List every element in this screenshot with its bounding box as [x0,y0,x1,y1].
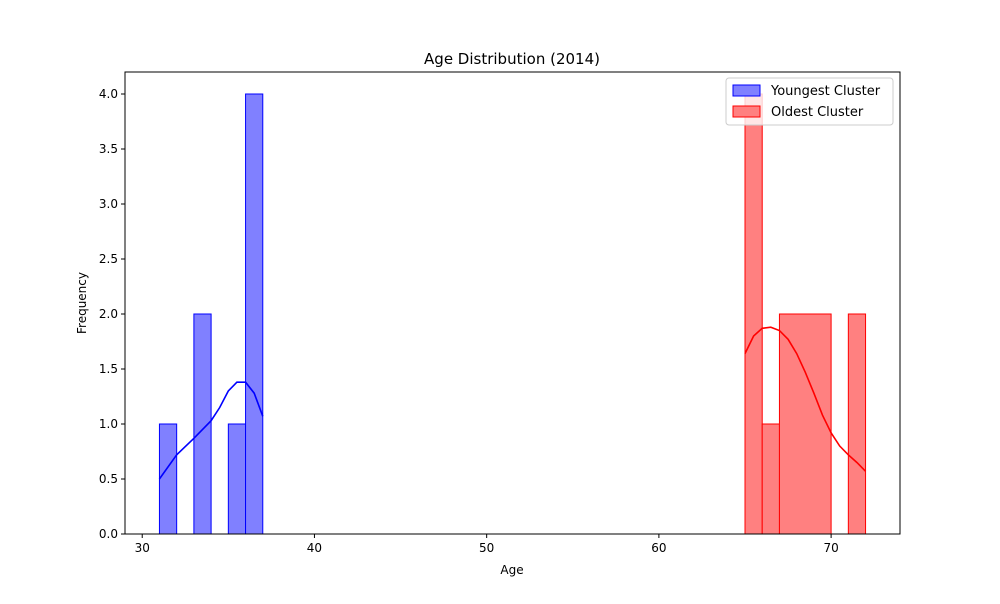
legend-frame [725,77,894,126]
x-tick-label-50: 50 [479,541,494,555]
chart-title: Age Distribution (2014) [424,50,600,68]
y-tick-label-0: 0.0 [99,527,118,541]
kde-line-youngest-cluster [158,381,264,480]
y-tick-label-3: 1.5 [99,362,118,376]
legend: Youngest Cluster Oldest Cluster [725,77,894,126]
x-axis-ticks: 30 40 50 60 70 [135,534,839,555]
kde-line-oldest-cluster [744,326,867,472]
kde-curves [158,326,867,480]
histogram-bars [158,93,867,535]
y-tick-label-2: 1.0 [99,417,118,431]
plot-frame [124,71,901,535]
x-tick-label-30: 30 [135,541,150,555]
legend-swatch-youngest [732,84,761,97]
bar-youngest-cluster-0 [158,423,178,535]
x-axis-label: Age [500,563,523,577]
bar-youngest-cluster-5 [245,93,264,535]
bar-youngest-cluster-4 [227,423,247,535]
legend-swatch-oldest [732,105,761,118]
y-tick-label-4: 2.0 [99,307,118,321]
x-tick-label-70: 70 [823,541,838,555]
bar-oldest-cluster-2 [778,313,832,535]
bar-oldest-cluster-1 [761,423,780,535]
legend-label-oldest: Oldest Cluster [771,105,864,120]
y-tick-label-8: 4.0 [99,87,118,101]
y-tick-label-6: 3.0 [99,197,118,211]
legend-label-youngest: Youngest Cluster [770,84,881,99]
y-tick-label-1: 0.5 [99,472,118,486]
y-axis-label: Frequency [75,272,89,334]
x-tick-label-60: 60 [651,541,666,555]
y-tick-label-5: 2.5 [99,252,118,266]
bar-oldest-cluster-0 [744,93,763,535]
y-axis-ticks: 0.0 0.5 1.0 1.5 2.0 2.5 3.0 3.5 4.0 [99,87,125,541]
y-tick-label-7: 3.5 [99,142,118,156]
bar-oldest-cluster-4 [847,313,867,535]
x-tick-label-40: 40 [307,541,322,555]
